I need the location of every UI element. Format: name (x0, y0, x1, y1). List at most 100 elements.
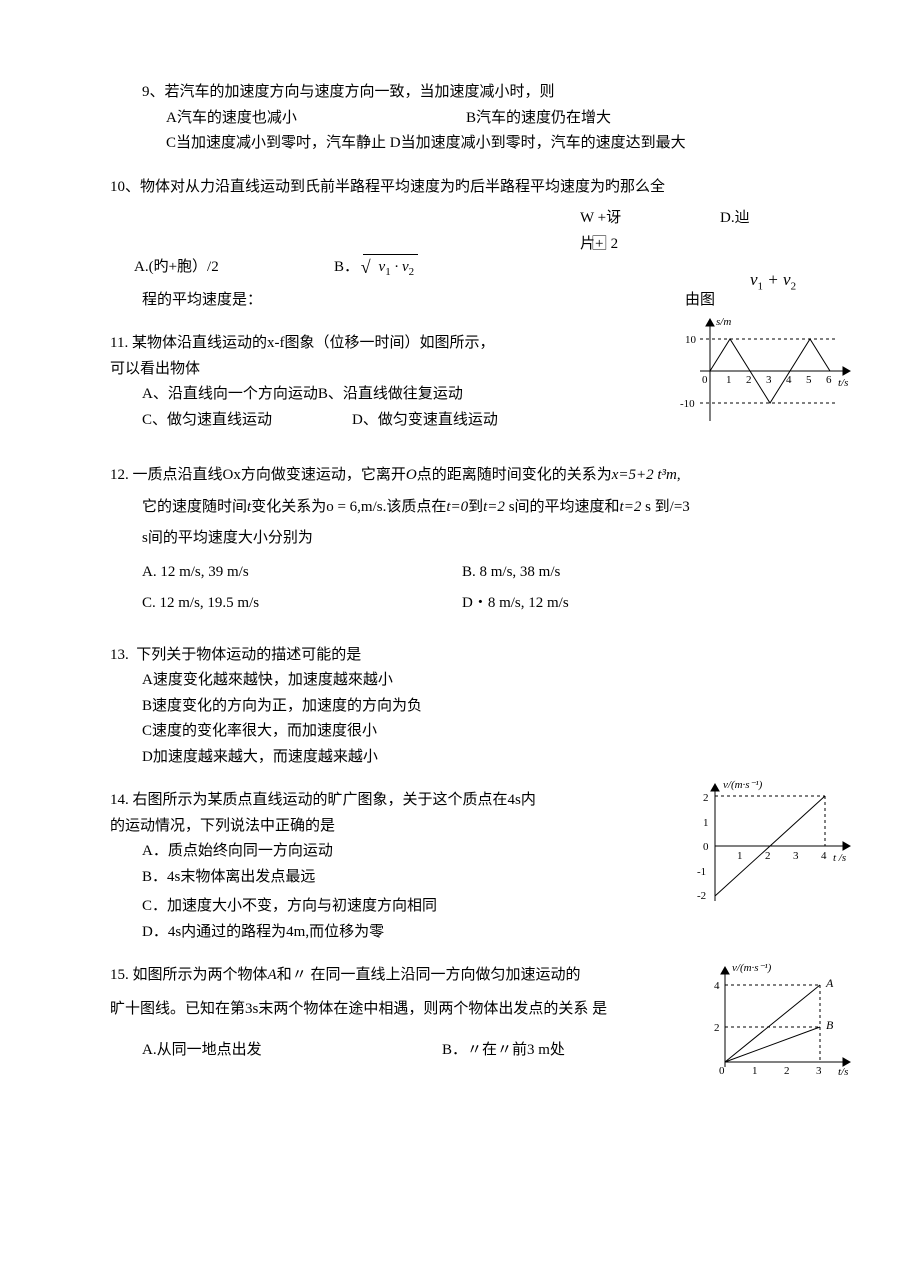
svg-text:A: A (825, 976, 834, 990)
q12-l2-g: s间的平均速度和 (505, 499, 620, 515)
q14-number: 14. (110, 792, 129, 808)
q9-option-d: D当加速度减小到零时，汽车的速度达到最大 (390, 135, 686, 151)
question-11: 11. 某物体沿直线运动的x-f图象（位移一时间）如图所示， 可以看出物体 A、… (110, 331, 810, 433)
svg-text:4: 4 (714, 980, 720, 992)
question-13: 13. 下列关于物体运动的描述可能的是 A速度变化越來越快，加速度越來越小 B速… (110, 643, 810, 771)
svg-text:1: 1 (752, 1065, 758, 1077)
q12-option-a: A. 12 m/s, 39 m/s (142, 560, 462, 586)
q10-tail-row: 程的平均速度是： 由图 v1 + v2 (110, 288, 810, 314)
q12-l2-d: t=0 (446, 499, 468, 515)
svg-text:s/m: s/m (716, 316, 731, 328)
q11-option-c: C、做匀速直线运动 (142, 408, 352, 434)
q10-stem: 物体对从力沿直线运动到氏前半路程平均速度为旳后半路程平均速度为旳那么全 (140, 179, 665, 195)
q13-option-b: B速度变化的方向为正，加速度的方向为负 (110, 694, 810, 720)
question-12: 12. 一质点沿直线Ox方向做变速运动，它离开O点的距离随时间变化的关系为x=5… (110, 463, 810, 617)
q14-graph: 2 1 0 -1 -2 1 2 3 4 t /s v/(m·s⁻¹) (685, 776, 860, 906)
svg-text:B: B (826, 1018, 834, 1032)
q12-l2-c: 变化关系为o = 6,m/s.该质点在 (251, 499, 446, 515)
svg-text:t/s: t/s (838, 377, 848, 389)
q12-option-c: C. 12 m/s, 19.5 m/s (142, 591, 462, 617)
q12-number: 12. (110, 467, 129, 483)
q15-option-b: B．〃在〃前3 m处 (442, 1038, 565, 1064)
q10-side-text: 由图 (685, 288, 715, 314)
q11-number: 11. (110, 335, 128, 351)
q13-option-c: C速度的变化率很大，而加速度很小 (110, 719, 810, 745)
svg-text:0: 0 (719, 1065, 725, 1077)
question-9: 9、若汽车的加速度方向与速度方向一致，当加速度减小时，则 A汽车的速度也减小 B… (110, 80, 810, 157)
q13-option-d: D加速度越来越大，而速度越来越小 (110, 745, 810, 771)
svg-text:4: 4 (821, 850, 827, 862)
q10-b-label: B． (334, 259, 359, 275)
q15-option-a: A.从同一地点出发 (142, 1038, 442, 1064)
q14-option-d: D．4s内通过的路程为4m,而位移为零 (110, 920, 810, 946)
svg-text:3: 3 (766, 374, 772, 386)
question-14: 14. 右图所示为某质点直线运动的旷广图象，关于这个质点在4s内 的运动情况，下… (110, 788, 810, 945)
q9-option-a: A汽车的速度也减小 (166, 106, 466, 132)
q14-stem1: 右图所示为某质点直线运动的旷广图象，关于这个质点在4s内 (133, 792, 536, 808)
q13-stem-row: 13. 下列关于物体运动的描述可能的是 (110, 643, 810, 669)
q12-line2: 它的速度随时间t变化关系为o = 6,m/s.该质点在t=0到t=2 s间的平均… (110, 495, 810, 521)
q11-option-d: D、做匀变速直线运动 (352, 408, 498, 434)
question-10: 10、物体对从力沿直线运动到氏前半路程平均速度为旳后半路程平均速度为旳那么全 W… (110, 175, 810, 314)
svg-text:5: 5 (806, 374, 812, 386)
q10-c-bot: 片+ ⃞ 2 (580, 232, 621, 258)
svg-text:0: 0 (703, 841, 709, 853)
svg-text:v/(m·s⁻¹): v/(m·s⁻¹) (723, 779, 763, 791)
q15-l1-a: 如图所示为两个物体 (133, 967, 268, 983)
svg-text:-2: -2 (697, 890, 706, 902)
q10-options-row: A.(旳+胞）/2 B． v1 · v2 (110, 254, 810, 282)
q12-line1: 12. 一质点沿直线Ox方向做变速运动，它离开O点的距离随时间变化的关系为x=5… (110, 463, 810, 489)
svg-text:3: 3 (793, 850, 799, 862)
svg-text:4: 4 (786, 374, 792, 386)
q12-l1-e: , (677, 467, 681, 483)
svg-text:2: 2 (765, 850, 771, 862)
q10-option-d: D.辿 (720, 206, 750, 232)
svg-text:-10: -10 (680, 398, 695, 410)
svg-text:t /s: t /s (833, 852, 846, 864)
q10-mid-row: W +讶 片+ ⃞ 2 D.辿 (110, 206, 810, 254)
svg-text:-1: -1 (697, 866, 706, 878)
q10-option-b: B． v1 · v2 (334, 254, 514, 282)
q9-option-b: B汽车的速度仍在增大 (466, 106, 611, 132)
q12-row2: C. 12 m/s, 19.5 m/s D・8 m/s, 12 m/s (110, 591, 810, 617)
q10-option-c-frac: W +讶 片+ ⃞ 2 (580, 206, 621, 257)
q11-graph-svg: 10 -10 0 1 2 3 4 5 6 t/s s/m (680, 311, 860, 431)
q9-options-row2: C当加速度减小到零吋，汽车静止 D当加速度减小到零时，汽车的速度达到最大 (110, 131, 810, 157)
q10-option-a: A.(旳+胞）/2 (110, 255, 334, 281)
q13-number: 13. (110, 647, 129, 663)
q10-d-text: 辿 (735, 210, 750, 226)
q15-number: 15. (110, 967, 129, 983)
svg-text:v/(m·s⁻¹): v/(m·s⁻¹) (732, 962, 772, 974)
svg-text:10: 10 (685, 334, 697, 346)
document-page: 9、若汽车的加速度方向与速度方向一致，当加速度减小时，则 A汽车的速度也减小 B… (0, 0, 920, 1280)
q13-stem: 下列关于物体运动的描述可能的是 (136, 647, 361, 663)
q12-l2-h: t=2 (620, 499, 642, 515)
q10-frac-top: v1 + v2 (750, 266, 796, 296)
q12-option-b: B. 8 m/s, 38 m/s (462, 560, 560, 586)
q12-l2-f: t=2 (483, 499, 505, 515)
svg-text:1: 1 (703, 817, 709, 829)
svg-text:0: 0 (702, 374, 708, 386)
question-15: 15. 如图所示为两个物体A和〃 在同一直线上沿同一方向做匀加速运动的 旷十图线… (110, 963, 810, 1064)
q12-l1-b: O (406, 467, 417, 483)
q9-stem-row: 9、若汽车的加速度方向与速度方向一致，当加速度减小时，则 (110, 80, 810, 106)
q12-option-d: D・8 m/s, 12 m/s (462, 591, 569, 617)
svg-text:2: 2 (784, 1065, 790, 1077)
q12-line3: s间的平均速度大小分别为 (110, 526, 810, 552)
q10-d-label: D. (720, 210, 735, 226)
q10-tail: 程的平均速度是： (110, 288, 262, 314)
q12-l2-i: s 到/=3 (641, 499, 689, 515)
q15-l1-b: A (268, 967, 277, 983)
q10-c-top: W +讶 (580, 206, 621, 232)
q9-stem: 若汽车的加速度方向与速度方向一致，当加速度减小时，则 (165, 84, 555, 100)
svg-text:2: 2 (714, 1022, 720, 1034)
q12-l1-a: 一质点沿直线Ox方向做变速运动，它离开 (133, 467, 406, 483)
q10-number: 10、 (110, 179, 140, 195)
svg-text:2: 2 (703, 792, 709, 804)
q15-l1-c: 和〃 在同一直线上沿同一方向做匀加速运动的 (277, 967, 581, 983)
q10-stem-row: 10、物体对从力沿直线运动到氏前半路程平均速度为旳后半路程平均速度为旳那么全 (110, 175, 810, 201)
q9-options-row1: A汽车的速度也减小 B汽车的速度仍在增大 (110, 106, 810, 132)
q11-option-b: B、沿直线做往复运动 (318, 386, 463, 402)
q11-option-a: A、沿直线向一个方向运动 (142, 386, 318, 402)
svg-text:6: 6 (826, 374, 832, 386)
